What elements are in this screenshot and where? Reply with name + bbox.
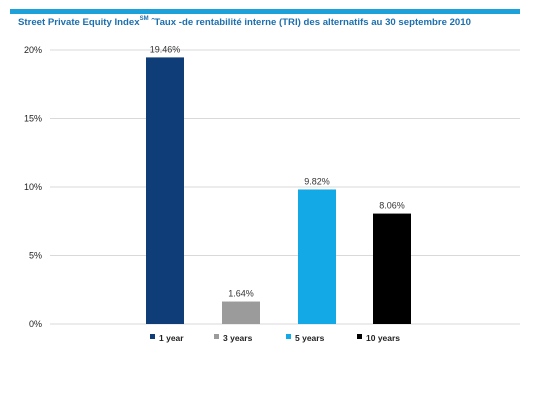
title-rest: ˆTaux -de rentabilité interne (TRI) des … [148, 17, 471, 28]
legend-label: 10 years [366, 333, 400, 343]
legend-swatch [286, 334, 291, 339]
data-label: 9.82% [304, 176, 330, 186]
title-superscript: SM [139, 16, 149, 22]
legend-label: 1 year [159, 333, 184, 343]
y-tick-label: 15% [24, 114, 42, 124]
bar-3-years [222, 301, 260, 324]
y-tick-label: 0% [29, 319, 42, 329]
title-rule [10, 9, 520, 14]
data-label: 8.06% [379, 201, 405, 211]
bar-5-years [298, 189, 336, 324]
y-tick-label: 20% [24, 45, 42, 55]
bar-1-year [146, 57, 184, 324]
legend-swatch [214, 334, 219, 339]
y-tick-label: 5% [29, 251, 42, 261]
bar-10-years [373, 213, 411, 324]
chart-title: Street Private Equity IndexSM ˆTaux -de … [18, 16, 528, 28]
legend-swatch [357, 334, 362, 339]
legend-label: 5 years [295, 333, 325, 343]
y-tick-label: 10% [24, 182, 42, 192]
legend-swatch [150, 334, 155, 339]
legend-label: 3 years [223, 333, 253, 343]
data-label: 19.46% [150, 44, 181, 54]
title-main: Street Private Equity Index [18, 17, 140, 28]
data-label: 1.64% [228, 289, 254, 299]
